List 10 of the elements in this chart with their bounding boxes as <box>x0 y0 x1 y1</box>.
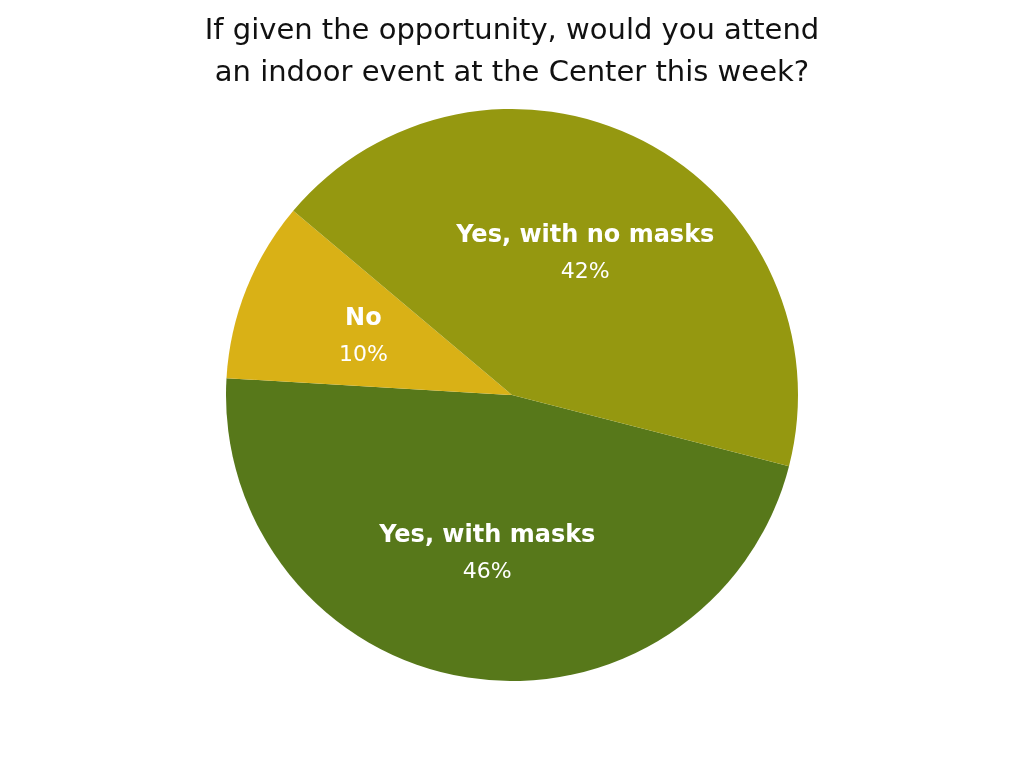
slice-label: Yes, with masks <box>378 520 596 549</box>
pie-slice <box>226 210 512 395</box>
pie-slice <box>293 109 798 467</box>
chart-title: If given the opportunity, would you attend an indoor event at the Center this week? <box>204 12 820 88</box>
data-label: 42% <box>560 257 610 283</box>
data-label: 10% <box>338 340 388 366</box>
data-label: 46% <box>462 558 512 584</box>
pie-slice <box>226 378 790 681</box>
slice-label: Yes, with no masks <box>455 219 715 248</box>
slice-label: No <box>345 302 382 331</box>
